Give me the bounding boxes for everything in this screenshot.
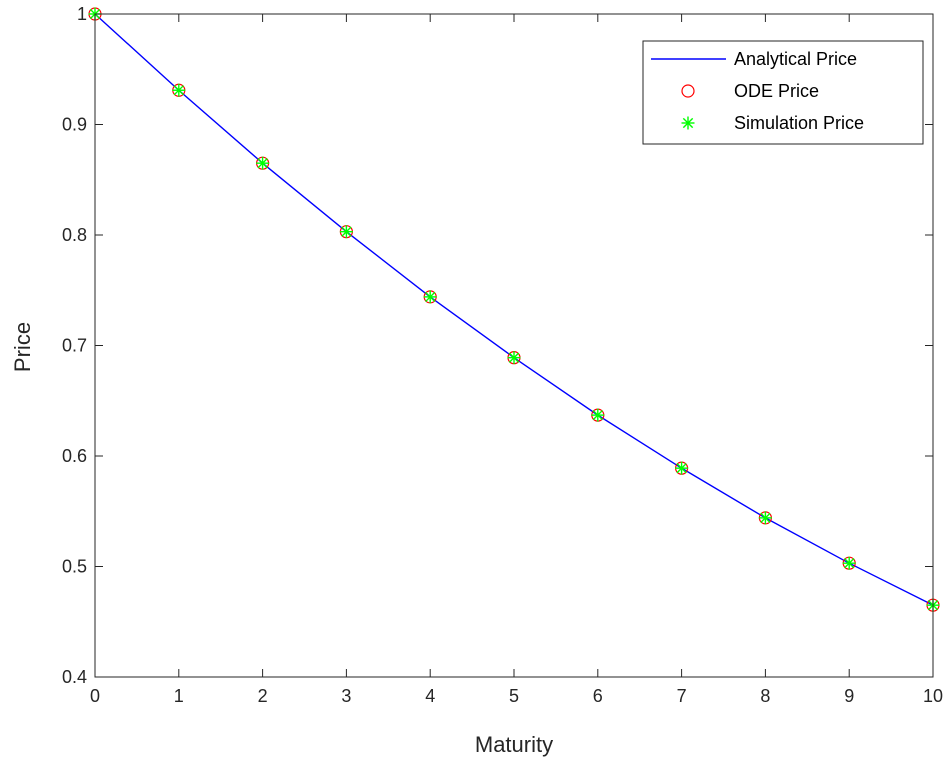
axes-layer: 0 1 2 3 4 5 6 7 8 9 10 0.4 0.5 0.6 0.7 0.8 0.9 1 (62, 4, 943, 706)
simulation-price-marker (675, 461, 689, 475)
legend-label: ODE Price (734, 81, 819, 101)
legend-entry: ODE Price (681, 81, 819, 101)
x-tick-label: 4 (425, 686, 435, 706)
x-tick-label: 5 (509, 686, 519, 706)
y-axis-label: Price (10, 322, 35, 372)
simulation-price-marker (842, 556, 856, 570)
x-tick-label: 1 (174, 686, 184, 706)
x-axis-label: Maturity (475, 732, 553, 757)
series-layer (88, 7, 940, 612)
y-tick-label: 1 (77, 4, 87, 24)
legend-label: Analytical Price (734, 49, 857, 69)
x-tick-label: 7 (677, 686, 687, 706)
x-tick-label: 8 (760, 686, 770, 706)
simulation-price-marker (172, 83, 186, 97)
y-tick-label: 0.8 (62, 225, 87, 245)
simulation-price-marker (507, 351, 521, 365)
legend-box (642, 40, 924, 145)
legend-circle-swatch (681, 84, 695, 98)
legend-entry: Simulation Price (681, 113, 864, 133)
x-tick-label: 2 (258, 686, 268, 706)
legend-label: Simulation Price (734, 113, 864, 133)
legend: Analytical Price ODE Price Simulation Pric… (642, 40, 924, 145)
simulation-price-marker (591, 408, 605, 422)
y-tick-label: 0.6 (62, 446, 87, 466)
simulation-price-marker (758, 511, 772, 525)
y-tick-label: 0.5 (62, 557, 87, 577)
x-tick-label: 3 (341, 686, 351, 706)
x-tick-label: 10 (923, 686, 943, 706)
x-tick-label: 0 (90, 686, 100, 706)
legend-entry: Analytical Price (651, 49, 857, 69)
x-tick-label: 9 (844, 686, 854, 706)
y-tick-label: 0.9 (62, 115, 87, 135)
simulation-price-marker (423, 290, 437, 304)
x-tick-label: 6 (593, 686, 603, 706)
series-simulation-price (88, 7, 940, 612)
simulation-price-marker (256, 156, 270, 170)
legend-asterisk-swatch (681, 116, 695, 130)
y-tick-label: 0.7 (62, 336, 87, 356)
y-tick-label: 0.4 (62, 667, 87, 687)
simulation-price-marker (339, 225, 353, 239)
